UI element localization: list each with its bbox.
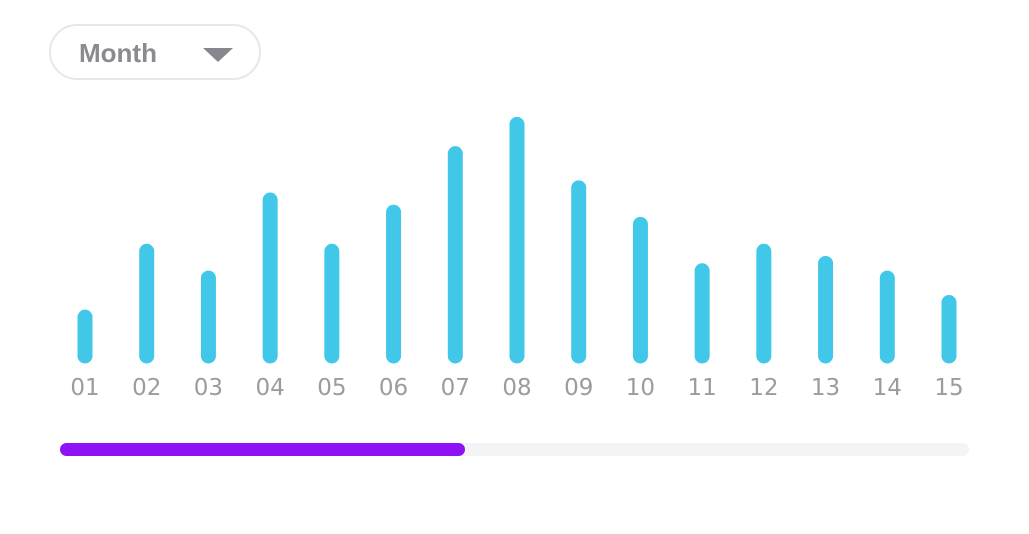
chart-bar	[879, 270, 895, 364]
x-tick-label: 04	[256, 375, 285, 401]
chart-bar	[509, 116, 525, 364]
bar-chart: 01 02 03 04 05 06 07 08 09 10 11 12 13 14 15	[70, 116, 964, 401]
chart-bar	[447, 146, 463, 364]
x-tick-label: 03	[194, 375, 223, 401]
x-tick-label: 07	[441, 375, 470, 401]
chart-bar	[386, 204, 402, 364]
chart-bar	[632, 216, 648, 364]
chart-bar	[139, 243, 155, 364]
chart-bar	[941, 295, 957, 364]
x-tick-label: 12	[749, 375, 778, 401]
x-tick-label: 15	[934, 375, 963, 401]
chart-bar	[77, 309, 93, 364]
chart-bar	[200, 270, 216, 364]
x-tick-label: 02	[132, 375, 161, 401]
x-tick-label: 06	[379, 375, 408, 401]
scrollbar-thumb[interactable]	[60, 443, 465, 456]
x-tick-label: 09	[564, 375, 593, 401]
x-tick-label: 05	[317, 375, 346, 401]
chart-bar	[756, 243, 772, 364]
chart-bar	[571, 180, 587, 364]
x-tick-label: 13	[811, 375, 840, 401]
chart-bar	[262, 192, 278, 364]
x-tick-label: 14	[873, 375, 902, 401]
chevron-down-icon	[203, 48, 233, 62]
chart-bar	[694, 263, 710, 364]
x-tick-label: 01	[70, 375, 99, 401]
x-tick-label: 08	[502, 375, 531, 401]
x-tick-label: 10	[626, 375, 655, 401]
x-tick-label: 11	[688, 375, 717, 401]
scrollbar-track[interactable]	[60, 443, 969, 456]
period-dropdown-label: Month	[79, 38, 157, 68]
period-dropdown[interactable]: Month	[49, 24, 261, 80]
chart-bar	[324, 243, 340, 364]
chart-bar	[818, 255, 834, 364]
